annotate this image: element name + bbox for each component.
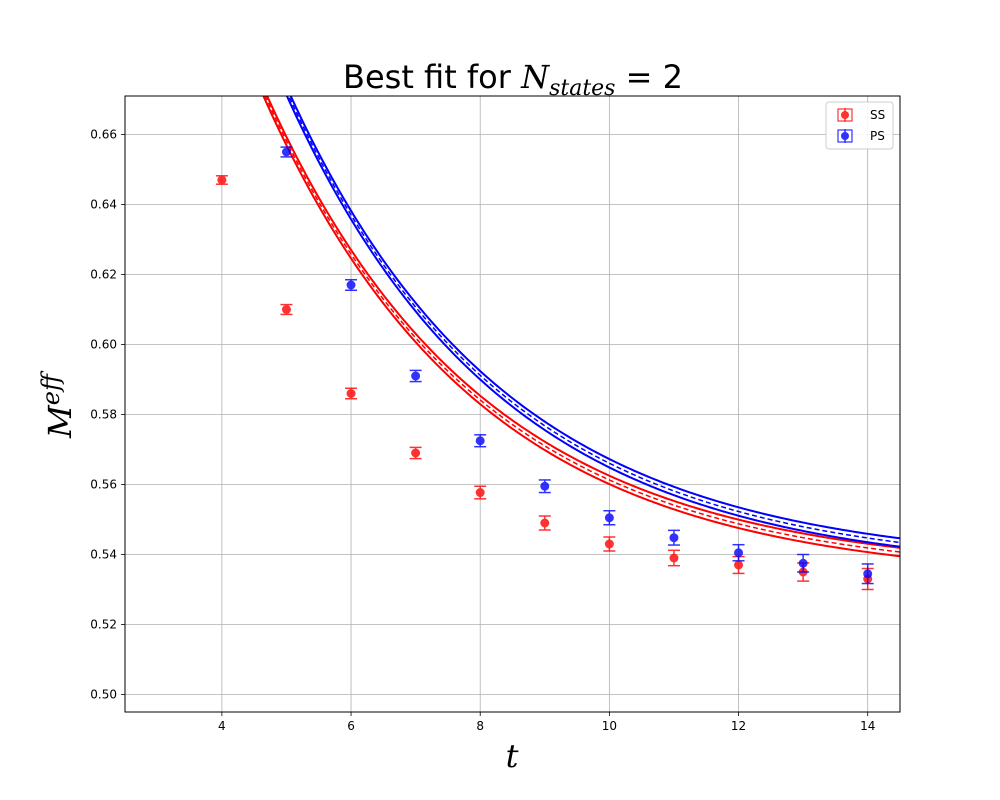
y-tick-label: 0.64 [90, 198, 117, 212]
y-tick-label: 0.58 [90, 408, 117, 422]
legend-marker-ss [837, 108, 853, 122]
x-tick-label: 10 [602, 719, 617, 733]
y-tick-label: 0.52 [90, 618, 117, 632]
x-tick-label: 14 [860, 719, 875, 733]
point-ss [538, 515, 551, 531]
x-axis-label: t [506, 737, 519, 775]
point-ps [280, 146, 293, 158]
title-math-rest: = 2 [615, 58, 683, 96]
fit-lower-ss [262, 96, 900, 558]
fit-upper-ps [289, 96, 900, 540]
legend-item-ps: PS [837, 129, 885, 143]
point-ss [667, 549, 680, 567]
point-ps [474, 434, 487, 448]
point-ss [603, 536, 616, 552]
point-ps [409, 369, 422, 383]
title-prefix: Best fit for [343, 58, 521, 96]
y-tick-label: 0.50 [90, 688, 117, 702]
data-layer [215, 96, 900, 591]
x-tick-label: 8 [476, 719, 484, 733]
point-ps [797, 553, 810, 573]
y-tick-label: 0.66 [90, 128, 117, 142]
y-tick-label: 0.56 [90, 478, 117, 492]
y-axis-label: Meff [37, 370, 79, 439]
x-tick-label: 6 [347, 719, 355, 733]
ticks: 4 6 8 10 12 14 0.50 0.52 0.54 0.56 0.58 0.60 0.62 0.6… [90, 128, 875, 734]
plot-area [125, 96, 900, 712]
point-ps [861, 563, 874, 585]
point-ps [345, 279, 358, 291]
y-tick-label: 0.60 [90, 338, 117, 352]
point-ss [409, 446, 422, 460]
point-ps [538, 479, 551, 494]
point-ps [603, 510, 616, 526]
chart-title: Best fit for Nstates = 2 [343, 58, 683, 101]
legend-label-ps: PS [870, 129, 885, 143]
y-label-sup: eff [37, 370, 65, 405]
fit-central-ss [264, 96, 900, 553]
legend: SS PS [825, 101, 894, 150]
x-tick-label: 4 [218, 719, 226, 733]
legend-item-ss: SS [837, 108, 885, 122]
point-ss [280, 303, 293, 316]
point-ss [345, 387, 358, 400]
y-label-base: M [41, 404, 79, 439]
point-ps [667, 529, 680, 546]
grid [125, 96, 900, 712]
legend-marker-ps [837, 129, 853, 143]
title-math-sub: states [549, 76, 615, 101]
point-ss [215, 175, 228, 185]
fit-central-ps [288, 96, 900, 544]
fit-lower-ps [285, 96, 900, 548]
point-ps [732, 543, 745, 562]
y-tick-label: 0.54 [90, 548, 117, 562]
x-tick-label: 12 [731, 719, 746, 733]
plot-frame [124, 95, 901, 713]
y-tick-label: 0.62 [90, 268, 117, 282]
fit-upper-ss [266, 96, 900, 549]
point-ss [474, 485, 487, 500]
legend-label-ss: SS [870, 108, 885, 122]
title-math-base: N [520, 58, 550, 96]
